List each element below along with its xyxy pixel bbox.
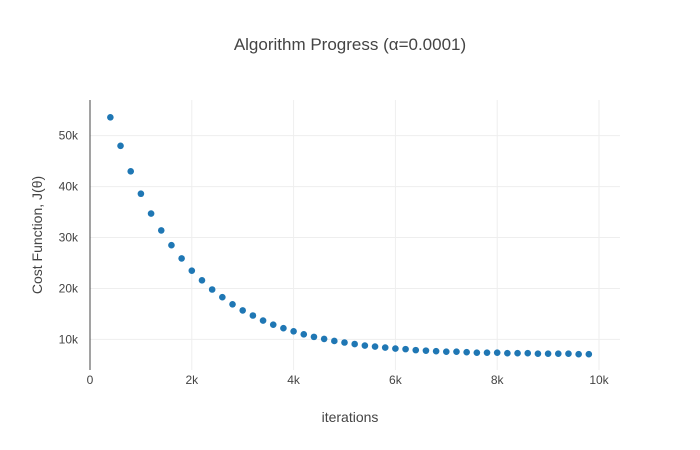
data-point <box>229 300 236 308</box>
data-point <box>107 114 114 121</box>
data-point <box>147 210 155 217</box>
data-point <box>127 168 135 175</box>
data-points <box>107 114 593 358</box>
data-point <box>402 345 409 353</box>
data-point <box>361 342 369 349</box>
data-point <box>534 350 542 357</box>
data-point <box>483 349 491 356</box>
data-point <box>575 350 582 358</box>
data-point <box>473 349 481 356</box>
data-point <box>137 190 145 198</box>
data-point <box>493 349 501 356</box>
gridlines <box>90 100 620 370</box>
x-axis-ticks: 0 2k 4k 6k 8k 10k <box>87 373 610 387</box>
data-point <box>280 324 287 332</box>
data-point <box>259 317 267 324</box>
data-point <box>371 343 379 350</box>
data-point <box>463 348 470 356</box>
x-tick-label: 4k <box>287 373 301 387</box>
x-tick-label: 10k <box>589 373 609 387</box>
data-point <box>300 331 308 338</box>
data-point <box>443 348 450 355</box>
data-point <box>178 255 185 262</box>
data-point <box>351 340 358 348</box>
data-point <box>331 337 338 345</box>
x-tick-label: 8k <box>491 373 505 387</box>
data-point <box>341 339 348 346</box>
y-tick-label: 30k <box>59 231 79 245</box>
data-point <box>524 349 532 357</box>
data-point <box>422 347 430 354</box>
data-point <box>168 241 175 249</box>
data-point <box>290 327 297 335</box>
data-point <box>310 333 318 341</box>
data-point <box>392 345 399 352</box>
data-point <box>432 347 440 355</box>
x-tick-label: 2k <box>185 373 199 387</box>
data-point <box>117 142 124 150</box>
data-point <box>544 350 552 357</box>
data-point <box>412 346 420 354</box>
data-point <box>188 267 196 274</box>
chart-title: Algorithm Progress (α=0.0001) <box>234 35 466 54</box>
y-tick-label: 50k <box>59 129 79 143</box>
data-point <box>514 349 521 357</box>
data-point <box>198 277 206 284</box>
y-tick-label: 10k <box>59 332 79 346</box>
data-point <box>269 321 277 328</box>
data-point <box>157 227 165 234</box>
x-tick-label: 0 <box>87 373 94 387</box>
data-point <box>208 286 216 293</box>
data-point <box>381 344 389 351</box>
data-point <box>453 348 460 355</box>
x-tick-label: 6k <box>389 373 403 387</box>
y-tick-label: 40k <box>59 180 79 194</box>
data-point <box>554 350 562 357</box>
data-point <box>219 293 226 301</box>
data-point <box>585 350 593 358</box>
y-tick-label: 20k <box>59 281 79 295</box>
data-point <box>504 349 511 357</box>
data-point <box>320 335 328 343</box>
y-axis-title: Cost Function, J(θ) <box>29 176 45 294</box>
x-axis-title: iterations <box>322 409 379 425</box>
data-point <box>239 307 246 314</box>
data-point <box>565 350 572 357</box>
y-axis-ticks: 10k 20k 30k 40k 50k <box>59 129 79 347</box>
data-point <box>249 312 257 319</box>
